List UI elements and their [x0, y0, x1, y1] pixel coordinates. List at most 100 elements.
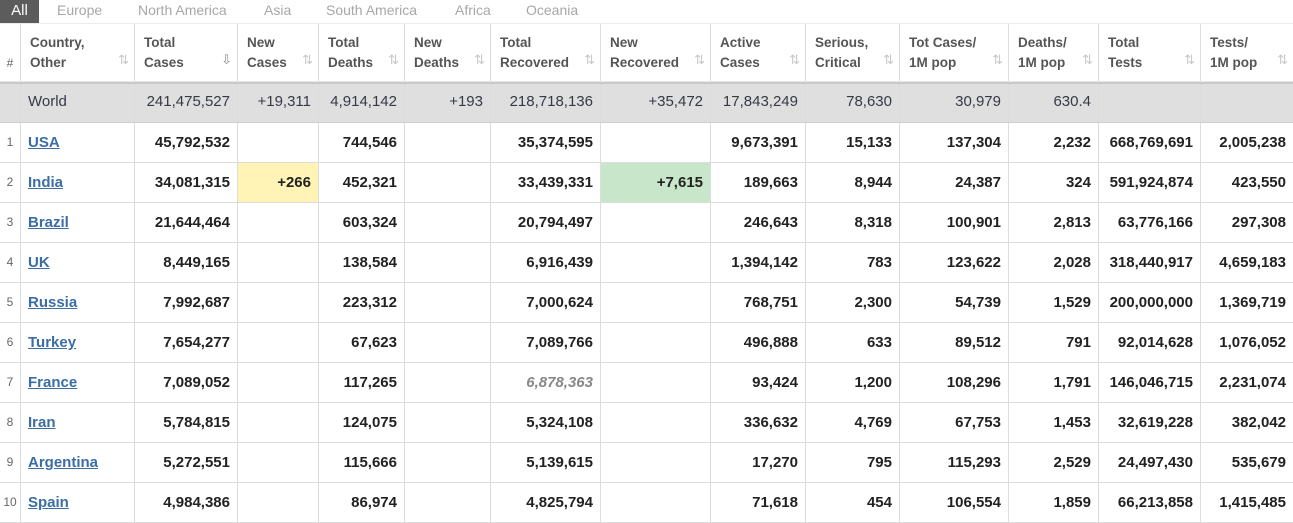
- tab-divider: [0, 23, 1293, 24]
- header-active-cases[interactable]: Active Cases ⇅: [711, 24, 806, 81]
- new-cases-cell: +19,311: [238, 84, 319, 122]
- total-recovered-cell: 218,718,136: [491, 84, 601, 122]
- sort-icon[interactable]: ⇅: [388, 52, 399, 67]
- country-link[interactable]: UK: [28, 254, 50, 271]
- world-total-row: World 241,475,527 +19,311 4,914,142 +193 218,…: [0, 82, 1293, 123]
- header-total-tests[interactable]: Total Tests ⇅: [1099, 24, 1201, 81]
- deaths-per-million-cell: 1,529: [1009, 283, 1099, 322]
- header-label: Deaths: [328, 55, 374, 70]
- header-deaths-per-million[interactable]: Deaths/1M pop ⇅: [1009, 24, 1099, 81]
- table-row: 9 Argentina 5,272,551 115,666 5,139,615 17,27…: [0, 443, 1293, 483]
- sort-icon[interactable]: ⇅: [118, 52, 129, 67]
- country-cell: Iran: [21, 403, 135, 442]
- country-link[interactable]: Iran: [28, 414, 56, 431]
- country-link[interactable]: Brazil: [28, 214, 69, 231]
- header-label: Tests/: [1210, 35, 1249, 50]
- country-cell: UK: [21, 243, 135, 282]
- header-label: New: [247, 35, 275, 50]
- row-index: 6: [0, 323, 21, 362]
- header-serious-critical[interactable]: Serious, Critical ⇅: [806, 24, 900, 81]
- deaths-per-million-cell: 2,232: [1009, 123, 1099, 162]
- header-new-cases[interactable]: New Cases ⇅: [238, 24, 319, 81]
- total-deaths-cell: 67,623: [319, 323, 405, 362]
- tests-per-million-cell: 1,415,485: [1219, 494, 1286, 511]
- header-country[interactable]: Country, Other ⇅: [21, 24, 135, 81]
- total-deaths-cell: 115,666: [319, 443, 405, 482]
- header-cases-per-million[interactable]: Tot Cases/1M pop ⇅: [900, 24, 1009, 81]
- total-cases-cell: 8,449,165: [135, 243, 238, 282]
- header-label: Recovered: [500, 55, 570, 70]
- header-new-recovered[interactable]: New Recovered ⇅: [601, 24, 711, 81]
- sort-icon[interactable]: ⇅: [1082, 52, 1093, 67]
- sort-icon[interactable]: ⇅: [1184, 52, 1195, 67]
- header-total-deaths[interactable]: Total Deaths ⇅: [319, 24, 405, 81]
- active-cases-cell: 496,888: [711, 323, 806, 362]
- sort-icon[interactable]: ⇅: [694, 52, 705, 67]
- total-recovered-cell: 5,324,108: [491, 403, 601, 442]
- serious-critical-cell: 8,318: [806, 203, 900, 242]
- tab-north-america[interactable]: North America: [138, 2, 227, 18]
- table-row: 10 Spain 4,984,386 86,974 4,825,794 71,618 454…: [0, 483, 1293, 523]
- tab-africa[interactable]: Africa: [455, 2, 491, 18]
- country-link[interactable]: France: [28, 374, 78, 391]
- header-label: Total: [144, 35, 176, 50]
- new-deaths-cell: +193: [405, 84, 491, 122]
- total-tests-cell: 591,924,874: [1099, 163, 1201, 202]
- sort-icon[interactable]: ⇅: [992, 52, 1003, 67]
- active-cases-cell: 9,673,391: [711, 123, 806, 162]
- new-cases-cell: [238, 363, 319, 402]
- tab-oceania[interactable]: Oceania: [526, 2, 579, 18]
- header-total-cases[interactable]: Total Cases ⇩: [135, 24, 238, 81]
- country-cell: France: [21, 363, 135, 402]
- total-tests-cell: 146,046,715: [1099, 363, 1201, 402]
- tab-europe[interactable]: Europe: [57, 2, 103, 18]
- tests-per-million-cell: 2,231,074: [1219, 374, 1286, 391]
- total-recovered-cell: 20,794,497: [491, 203, 601, 242]
- new-recovered-cell: [601, 123, 711, 162]
- header-label: 1M pop: [1018, 55, 1066, 70]
- country-link[interactable]: USA: [28, 134, 60, 151]
- header-label: Tests: [1108, 55, 1143, 70]
- sort-icon[interactable]: ⇅: [474, 52, 485, 67]
- total-tests-cell: 63,776,166: [1099, 203, 1201, 242]
- active-cases-cell: 93,424: [711, 363, 806, 402]
- total-tests-cell: 318,440,917: [1099, 243, 1201, 282]
- total-cases-cell: 34,081,315: [135, 163, 238, 202]
- sort-icon[interactable]: ⇅: [1277, 52, 1288, 67]
- header-total-recovered[interactable]: Total Recovered ⇅: [491, 24, 601, 81]
- country-link[interactable]: Russia: [28, 294, 78, 311]
- new-recovered-cell: [601, 203, 711, 242]
- active-cases-cell: 246,643: [711, 203, 806, 242]
- total-tests-cell: [1099, 84, 1201, 122]
- sort-icon[interactable]: ⇅: [584, 52, 595, 67]
- tests-per-million-cell: [1201, 84, 1293, 122]
- serious-critical-cell: 795: [806, 443, 900, 482]
- tests-per-million-cell: 2,005,238: [1219, 134, 1286, 151]
- new-recovered-cell: [601, 283, 711, 322]
- new-cases-cell: [238, 483, 319, 522]
- header-tests-per-million[interactable]: Tests/1M pop ⇅: [1201, 24, 1293, 81]
- tab-all[interactable]: All: [0, 0, 39, 24]
- country-link[interactable]: Turkey: [28, 334, 77, 351]
- new-deaths-cell: [405, 123, 491, 162]
- new-cases-cell: [238, 283, 319, 322]
- tab-asia[interactable]: Asia: [264, 2, 292, 18]
- sort-icon[interactable]: ⇅: [883, 52, 894, 67]
- row-index: 10: [0, 483, 21, 522]
- header-new-deaths[interactable]: New Deaths ⇅: [405, 24, 491, 81]
- country-link[interactable]: Spain: [28, 494, 69, 511]
- tab-south-america[interactable]: South America: [326, 2, 418, 18]
- sort-icon[interactable]: ⇩: [221, 52, 232, 67]
- sort-icon[interactable]: ⇅: [302, 52, 313, 67]
- total-cases-cell: 7,089,052: [135, 363, 238, 402]
- new-cases-cell: [238, 243, 319, 282]
- total-deaths-cell: 138,584: [319, 243, 405, 282]
- new-recovered-cell: [601, 483, 711, 522]
- serious-critical-cell: 633: [806, 323, 900, 362]
- country-link[interactable]: Argentina: [28, 454, 99, 471]
- country-link[interactable]: India: [28, 174, 64, 191]
- header-label: Active: [720, 35, 761, 50]
- sort-icon[interactable]: ⇅: [789, 52, 800, 67]
- row-index: 2: [0, 163, 21, 202]
- header-label: 1M pop: [1210, 55, 1258, 70]
